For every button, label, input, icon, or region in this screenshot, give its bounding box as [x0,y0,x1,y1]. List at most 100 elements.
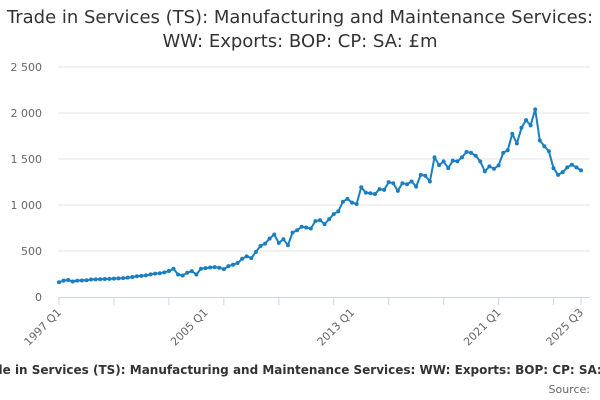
data-point[interactable] [130,275,135,280]
data-point[interactable] [427,179,432,184]
data-point[interactable] [189,269,194,274]
data-point[interactable] [276,240,281,245]
data-point[interactable] [203,266,208,271]
data-point[interactable] [537,138,542,143]
data-point[interactable] [542,144,547,149]
data-point[interactable] [144,273,148,278]
data-point[interactable] [272,232,277,237]
data-point[interactable] [125,275,130,280]
data-point[interactable] [166,269,171,274]
data-point[interactable] [295,228,300,233]
data-point[interactable] [318,218,322,223]
data-point[interactable] [391,181,396,186]
data-point[interactable] [121,276,126,281]
data-point[interactable] [57,280,61,285]
data-point[interactable] [405,182,409,187]
data-point[interactable] [565,165,570,170]
data-point[interactable] [98,277,103,282]
data-point[interactable] [70,279,75,284]
data-point[interactable] [253,250,258,255]
data-point[interactable] [395,188,400,193]
data-point[interactable] [249,256,254,261]
data-point[interactable] [281,237,286,242]
data-point[interactable] [464,149,469,154]
data-point[interactable] [524,118,529,123]
data-point[interactable] [519,125,524,130]
data-point[interactable] [510,131,515,136]
data-point[interactable] [331,212,336,217]
data-point[interactable] [350,200,355,205]
data-point[interactable] [107,276,112,281]
data-point[interactable] [198,266,203,271]
data-point[interactable] [231,262,235,267]
data-point[interactable] [400,181,405,186]
data-point[interactable] [482,169,487,174]
data-point[interactable] [176,272,181,277]
legend-item[interactable]: Trade in Services (TS): Manufacturing an… [0,363,600,377]
data-point[interactable] [441,159,446,164]
data-point[interactable] [345,196,350,201]
data-point[interactable] [139,273,144,278]
data-point[interactable] [487,164,492,169]
data-point[interactable] [212,265,217,270]
data-point[interactable] [478,159,483,164]
data-point[interactable] [148,272,153,277]
data-point[interactable] [372,191,377,196]
data-point[interactable] [579,168,583,173]
data-point[interactable] [569,162,574,167]
data-point[interactable] [501,150,506,155]
data-point[interactable] [450,158,455,163]
data-point[interactable] [304,225,309,230]
data-point[interactable] [221,267,226,272]
data-point[interactable] [171,266,176,271]
data-point[interactable] [473,153,478,158]
data-point[interactable] [75,278,80,283]
data-point[interactable] [84,278,89,283]
data-point[interactable] [313,219,318,224]
data-point[interactable] [437,163,442,168]
data-point[interactable] [162,270,167,275]
data-point[interactable] [423,173,428,178]
data-point[interactable] [556,172,561,177]
data-point[interactable] [258,243,263,248]
data-point[interactable] [455,159,460,164]
data-point[interactable] [446,166,451,171]
data-point[interactable] [93,277,98,282]
data-point[interactable] [185,270,190,275]
data-point[interactable] [235,261,240,266]
data-point[interactable] [414,184,419,189]
data-point[interactable] [327,217,332,222]
data-point[interactable] [418,172,423,177]
data-point[interactable] [382,187,387,192]
data-point[interactable] [226,264,231,269]
data-point[interactable] [359,185,364,190]
series-line[interactable] [58,108,582,284]
data-point[interactable] [492,166,496,171]
data-point[interactable] [459,155,464,160]
data-point[interactable] [180,273,185,278]
data-point[interactable] [432,155,437,160]
data-point[interactable] [299,224,304,229]
data-point[interactable] [340,199,345,204]
data-point[interactable] [153,271,158,276]
data-point[interactable] [79,278,84,283]
data-point[interactable] [116,276,121,281]
data-point[interactable] [363,190,368,195]
data-point[interactable] [377,187,382,192]
data-point[interactable] [354,201,359,206]
data-point[interactable] [336,209,341,214]
data-point[interactable] [308,226,313,231]
data-point[interactable] [368,191,373,196]
data-point[interactable] [285,243,290,248]
data-point[interactable] [560,170,565,175]
data-point[interactable] [386,180,391,185]
data-point[interactable] [546,149,551,154]
data-point[interactable] [533,107,538,112]
data-point[interactable] [263,241,268,246]
data-point[interactable] [217,265,222,270]
data-point[interactable] [102,276,107,281]
data-point[interactable] [89,277,94,282]
data-point[interactable] [322,222,327,227]
data-point[interactable] [514,141,519,146]
data-point[interactable] [134,274,139,279]
